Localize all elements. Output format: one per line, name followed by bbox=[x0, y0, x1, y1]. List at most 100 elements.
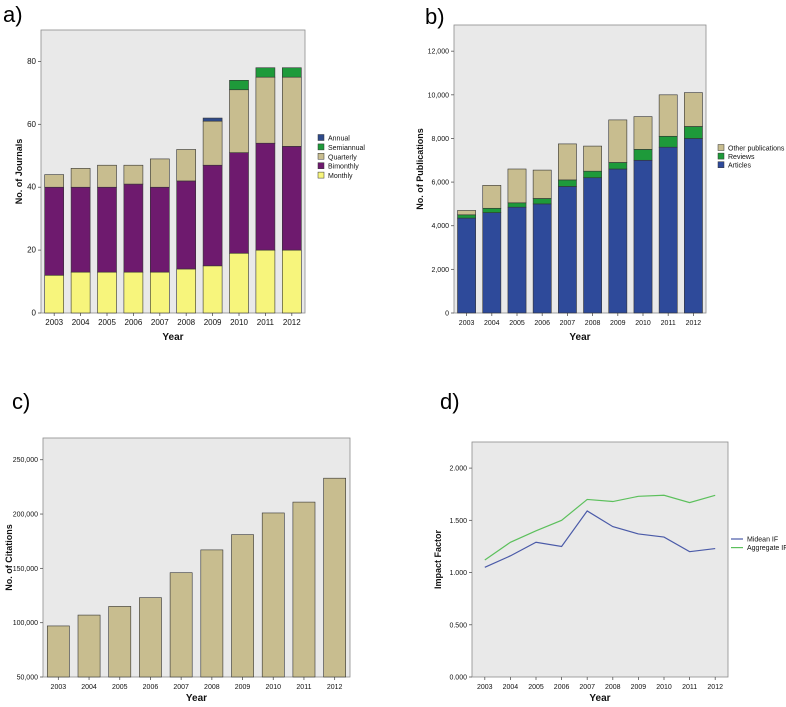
chart-b-bar-articles bbox=[583, 177, 602, 314]
chart-c-bar bbox=[231, 534, 254, 678]
chart-a-legend-label: Bimonthly bbox=[328, 164, 359, 171]
chart-b-ytick-label: 6,000 bbox=[431, 180, 449, 187]
chart-b-bar-articles bbox=[558, 186, 577, 314]
chart-c-bar bbox=[77, 614, 101, 678]
chart-a-ytick-label: 20 bbox=[27, 246, 36, 255]
chart-a-bar-semiannual bbox=[229, 80, 249, 91]
chart-d-xtick-label: 2007 bbox=[579, 684, 595, 691]
chart-b-bar-articles bbox=[633, 159, 653, 314]
chart-d-ytick-label: 0.000 bbox=[449, 675, 467, 682]
chart-b-xtick-label: 2005 bbox=[509, 320, 525, 327]
chart-c-bar bbox=[261, 512, 285, 678]
chart-b-ylabel: No. of Publications bbox=[415, 128, 425, 210]
chart-c-bar bbox=[169, 572, 193, 678]
chart-b-bar-reviews bbox=[558, 179, 577, 187]
chart-a-legend-swatch bbox=[317, 134, 325, 141]
chart-b-bar-other-publications bbox=[532, 169, 552, 199]
chart-a-bar-monthly bbox=[97, 271, 117, 314]
panel-b: b) 0 2,000 4,000 6,000 8,000 10,000 12,000 2003… bbox=[393, 0, 786, 351]
chart-a-ytick-label: 40 bbox=[27, 183, 36, 192]
chart-d-xtick-label: 2009 bbox=[631, 684, 647, 691]
chart-b-xtick-label: 2012 bbox=[686, 320, 702, 327]
chart-b-xlabel: Year bbox=[569, 332, 590, 343]
chart-b-bar-other-publications bbox=[608, 119, 628, 163]
chart-a: 0 20 40 60 80 2003 2004 2005 2006 2007 2008 2009 201… bbox=[14, 29, 365, 343]
chart-c-ytick-label: 50,000 bbox=[17, 675, 39, 682]
chart-b-bar-other-publications bbox=[507, 168, 527, 204]
chart-d-xtick-label: 2011 bbox=[682, 684, 697, 691]
chart-a-bar-monthly bbox=[281, 249, 302, 314]
chart-a-bar-bimonthly bbox=[123, 183, 144, 273]
chart-d-ytick-label: 1.000 bbox=[449, 570, 467, 577]
chart-a-bar-quarterly bbox=[70, 168, 91, 188]
chart-d-legend-label: Aggregate IF bbox=[747, 545, 786, 552]
chart-b-bar-reviews bbox=[507, 202, 527, 208]
chart-a-legend-label: Annual bbox=[328, 136, 350, 143]
panel-b-label: b) bbox=[425, 4, 445, 29]
chart-a-bar-quarterly bbox=[229, 89, 249, 153]
chart-a-legend-label: Quarterly bbox=[328, 154, 357, 161]
chart-a-xtick-label: 2012 bbox=[283, 318, 301, 327]
chart-b-bar-articles bbox=[684, 138, 703, 314]
chart-b-xtick-label: 2009 bbox=[610, 320, 626, 327]
chart-c-xlabel: Year bbox=[186, 693, 207, 702]
chart-c-xtick-label: 2012 bbox=[327, 684, 343, 691]
chart-b-bar-other-publications bbox=[457, 210, 476, 216]
chart-d-xlabel: Year bbox=[589, 693, 610, 702]
chart-c: 50,000 100,000 150,000 200,000 250,000 2003 20… bbox=[4, 437, 351, 704]
chart-a-legend-swatch bbox=[317, 153, 325, 160]
chart-b-xtick-label: 2011 bbox=[661, 320, 676, 327]
chart-a-bar-monthly bbox=[70, 271, 91, 314]
panel-d: d) 0.000 0.500 1.000 1.500 2.000 2003 2004 2005… bbox=[393, 351, 786, 704]
chart-b-bar-reviews bbox=[633, 149, 653, 161]
chart-a-xtick-label: 2007 bbox=[151, 318, 169, 327]
chart-a-bar-quarterly bbox=[202, 120, 223, 166]
chart-a-bar-bimonthly bbox=[255, 142, 276, 251]
chart-b-legend-label: Articles bbox=[728, 163, 751, 170]
chart-a-ylabel: No. of Journals bbox=[14, 139, 24, 205]
chart-c-ytick-label: 150,000 bbox=[13, 566, 38, 573]
chart-b-bar-articles bbox=[608, 168, 628, 314]
chart-a-bar-monthly bbox=[44, 274, 65, 314]
chart-b-bar-articles bbox=[457, 217, 476, 314]
chart-c-xtick-label: 2003 bbox=[51, 684, 67, 691]
chart-a-legend-swatch bbox=[317, 171, 325, 179]
chart-a-bar-quarterly bbox=[149, 158, 170, 188]
chart-a-bar-bimonthly bbox=[44, 186, 65, 276]
chart-a-bar-bimonthly bbox=[149, 186, 170, 273]
chart-b-legend-label: Other publications bbox=[728, 146, 785, 153]
chart-b-bar-articles bbox=[482, 212, 502, 314]
chart-b: 0 2,000 4,000 6,000 8,000 10,000 12,000 2003 200… bbox=[415, 24, 785, 343]
chart-b-bar-articles bbox=[532, 203, 552, 314]
chart-c-bar bbox=[200, 549, 224, 678]
chart-c-ylabel: No. of Citations bbox=[4, 524, 14, 591]
chart-b-legend-swatch bbox=[717, 152, 725, 160]
chart-d-xtick-label: 2008 bbox=[605, 684, 621, 691]
chart-d-xtick-label: 2006 bbox=[554, 684, 570, 691]
chart-c-ytick-label: 100,000 bbox=[13, 620, 38, 627]
chart-c-xtick-label: 2005 bbox=[112, 684, 128, 691]
chart-d-ytick-label: 1.500 bbox=[449, 518, 467, 525]
chart-a-xtick-label: 2004 bbox=[72, 318, 90, 327]
chart-a-bar-bimonthly bbox=[176, 180, 197, 270]
chart-b-legend-swatch bbox=[717, 161, 725, 168]
chart-d-ylabel: Impact Factor bbox=[433, 529, 443, 589]
chart-b-bar-other-publications bbox=[658, 94, 678, 137]
chart-c-bar bbox=[46, 625, 70, 678]
chart-a-bar-quarterly bbox=[97, 164, 117, 188]
chart-a-ytick-label: 0 bbox=[32, 309, 37, 318]
panel-a-label: a) bbox=[3, 2, 23, 27]
chart-d-legend-label: Midean IF bbox=[747, 537, 778, 544]
chart-a-bar-quarterly bbox=[44, 174, 65, 188]
chart-a-bar-semiannual bbox=[255, 67, 276, 78]
chart-c-xtick-label: 2011 bbox=[296, 684, 311, 691]
chart-a-legend-label: Semiannual bbox=[328, 145, 365, 152]
chart-b-xtick-label: 2007 bbox=[560, 320, 576, 327]
chart-c-ytick-label: 250,000 bbox=[13, 457, 38, 464]
chart-d-xtick-label: 2010 bbox=[656, 684, 672, 691]
chart-b-ytick-label: 8,000 bbox=[431, 136, 449, 143]
chart-d-line-aggregate-if bbox=[484, 494, 716, 561]
chart-d-plot-area bbox=[471, 441, 729, 678]
chart-b-bar-reviews bbox=[583, 170, 602, 179]
chart-a-xtick-label: 2011 bbox=[257, 318, 275, 327]
